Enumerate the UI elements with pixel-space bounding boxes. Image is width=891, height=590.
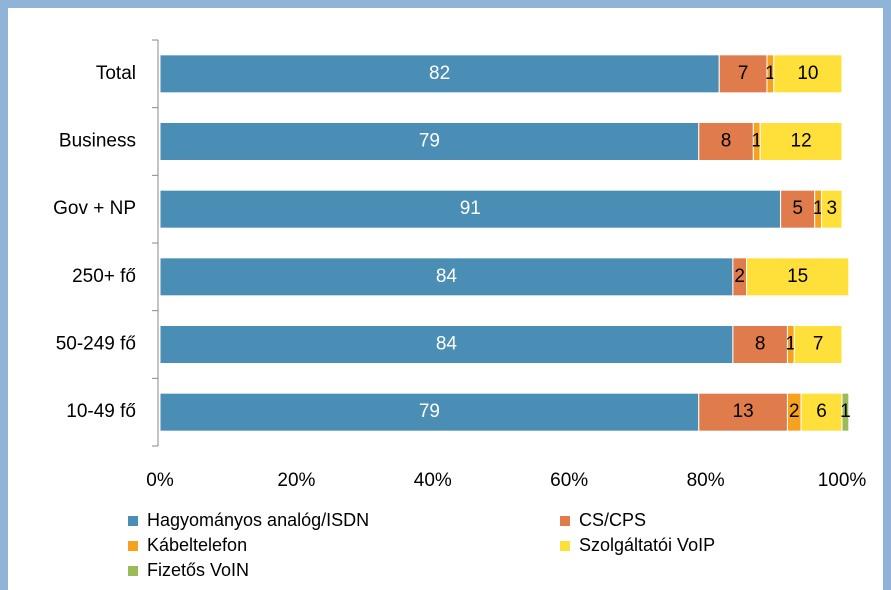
- legend-swatch: [560, 541, 570, 551]
- bar-segment: [718, 54, 768, 94]
- bar-segment: [746, 257, 850, 297]
- x-tick-label: 80%: [687, 470, 725, 491]
- x-tick-label: 100%: [818, 470, 867, 491]
- legend-label: CS/CPS: [579, 510, 646, 530]
- data-label: 13: [733, 401, 754, 422]
- data-label: 7: [738, 63, 749, 84]
- data-label: 2: [789, 401, 800, 422]
- bar-segment: [159, 325, 734, 364]
- data-label: 79: [419, 401, 440, 422]
- y-tick-label: 10-49 fő: [66, 401, 136, 422]
- y-tick-label: Gov + NP: [53, 198, 136, 219]
- data-label: 6: [816, 401, 827, 422]
- bar-segment: [773, 54, 843, 94]
- legend-swatch: [560, 516, 570, 526]
- bar-segment: [800, 392, 843, 432]
- bar-segment: [732, 325, 788, 364]
- data-label: 91: [460, 198, 481, 219]
- data-label: 84: [436, 334, 458, 355]
- data-label: 1: [813, 198, 824, 219]
- data-label: 5: [792, 198, 803, 219]
- data-label: 82: [429, 63, 450, 84]
- data-label: 3: [826, 198, 837, 219]
- data-label: 2: [734, 266, 745, 287]
- legend-label: Hagyományos analóg/ISDN: [147, 510, 369, 530]
- legend-label: Szolgáltatói VoIP: [579, 535, 715, 555]
- y-tick-label: Business: [59, 131, 136, 152]
- bar-segment: [698, 392, 788, 432]
- bar-segment: [821, 189, 843, 229]
- legend-swatch: [128, 541, 138, 551]
- data-label: 79: [419, 131, 440, 152]
- data-label: 8: [755, 334, 766, 355]
- bar-segment: [698, 122, 754, 161]
- bar-segment: [159, 392, 700, 432]
- data-label: 1: [751, 131, 762, 152]
- bar-segment: [793, 325, 843, 364]
- data-label: 10: [797, 63, 818, 84]
- data-label: 1: [840, 401, 851, 422]
- data-label: 84: [436, 266, 458, 287]
- legend-swatch: [128, 516, 138, 526]
- data-label: 7: [813, 334, 824, 355]
- bar-segment: [159, 122, 700, 161]
- data-label: 1: [765, 63, 776, 84]
- legend-label: Fizetős VoIN: [147, 560, 249, 580]
- bar-segment: [841, 392, 850, 432]
- legend-label: Kábeltelefon: [147, 535, 247, 555]
- y-tick-label: 250+ fő: [72, 266, 136, 287]
- y-tick-label: 50-249 fő: [56, 334, 136, 355]
- data-label: 8: [721, 131, 732, 152]
- x-tick-label: 20%: [277, 470, 315, 491]
- bar-segment: [159, 189, 782, 229]
- x-tick-label: 0%: [146, 470, 174, 491]
- legend-swatch: [128, 566, 138, 576]
- x-tick-label: 40%: [414, 470, 452, 491]
- x-tick-label: 60%: [550, 470, 588, 491]
- data-label: 15: [787, 266, 808, 287]
- data-label: 1: [786, 334, 797, 355]
- bar-segment: [759, 122, 843, 161]
- data-label: 12: [791, 131, 812, 152]
- y-tick-label: Total: [96, 63, 136, 84]
